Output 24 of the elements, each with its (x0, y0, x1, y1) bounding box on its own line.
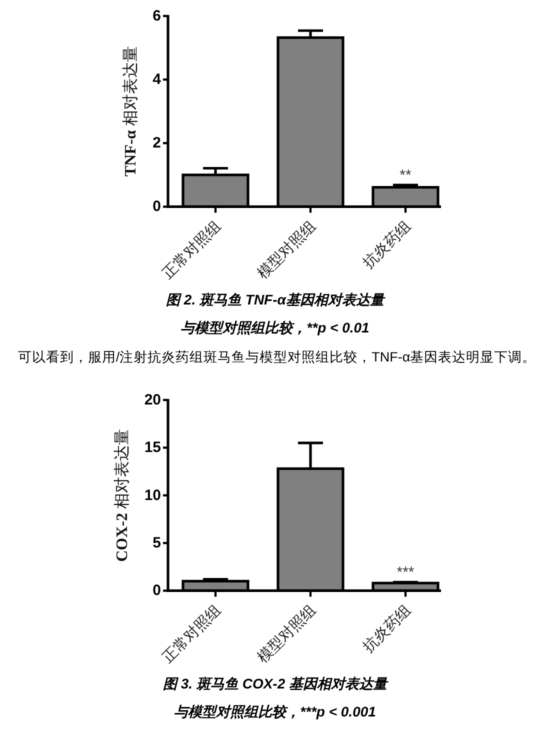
annotation: *** (396, 564, 414, 582)
y-tick-label: 4 (152, 71, 162, 88)
x-tick-label: 模型对照组 (254, 602, 320, 667)
text: 与模型对照组比较，***p < 0.001 (174, 704, 376, 720)
y-tick-label: 20 (144, 392, 161, 408)
annotation: ** (400, 167, 412, 184)
y-tick-label: 0 (152, 198, 161, 216)
text: 与模型对照组比较，**p < 0.01 (180, 320, 370, 336)
y-tick-label: 15 (144, 439, 161, 456)
text: 图 2. 斑马鱼 TNF-α基因相对表达量 (166, 292, 386, 308)
y-tick-label: 10 (144, 486, 161, 504)
x-tick-label: 抗炎药组 (360, 218, 414, 272)
text: 图 3. 斑马鱼 COX-2 基因相对表达量 (162, 676, 390, 692)
x-tick-label: 抗炎药组 (360, 602, 414, 656)
y-tick-label: 2 (152, 134, 161, 152)
y-tick-label: 6 (152, 8, 161, 24)
x-tick-label: 正常对照组 (159, 218, 224, 283)
x-tick-label: 模型对照组 (254, 218, 320, 283)
y-tick-label: 0 (152, 582, 161, 600)
y-axis-title: TNF-α 相对表达量 (122, 46, 140, 176)
y-axis-title: COX-2 相对表达量 (113, 428, 131, 562)
text: 可以看到，服用/注射抗炎药组斑马鱼与模型对照组比较，TNF-α基因表达明显下调。 (18, 350, 536, 365)
x-tick-label: 正常对照组 (159, 602, 224, 667)
y-tick-label: 5 (152, 534, 161, 552)
